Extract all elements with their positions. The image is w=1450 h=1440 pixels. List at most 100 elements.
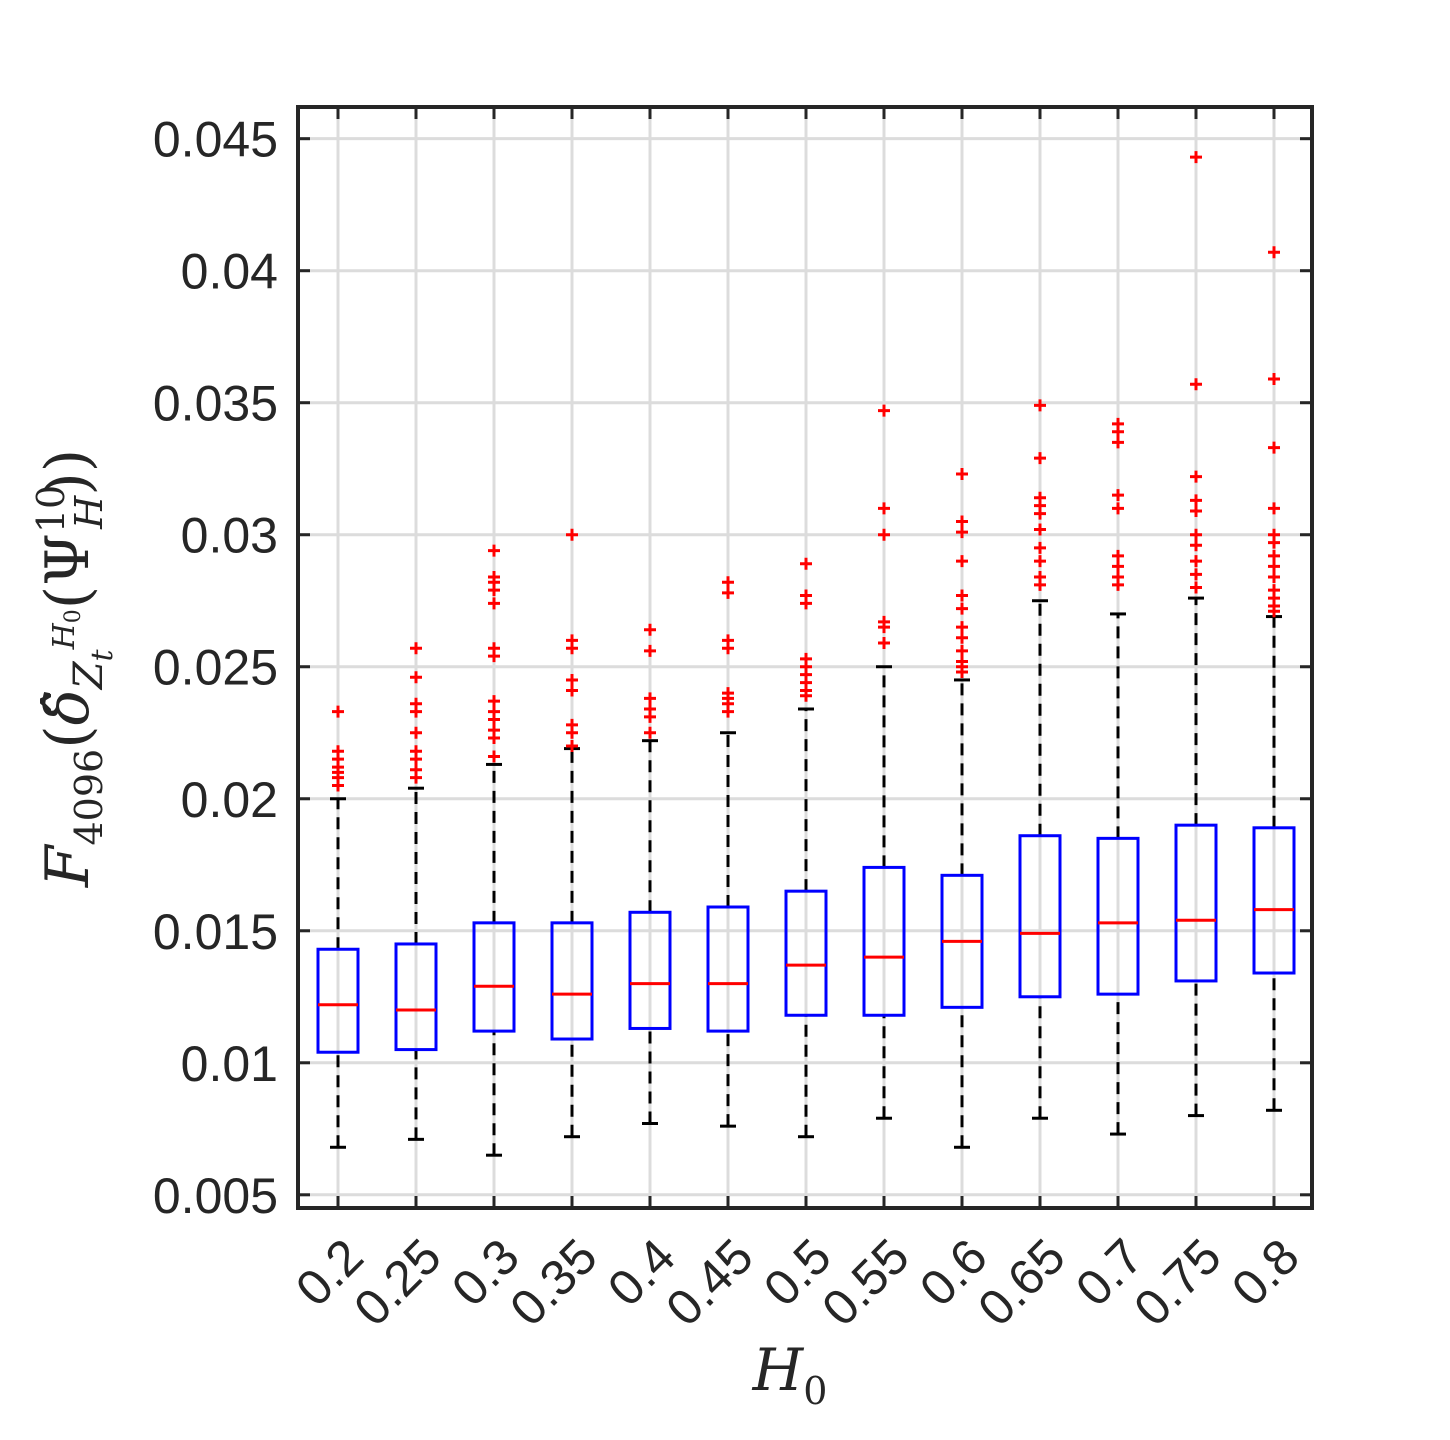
outlier-point (410, 705, 422, 718)
x-axis-label: H0 (752, 1336, 828, 1413)
outlier-point (1034, 523, 1046, 536)
outlier-point (956, 666, 968, 679)
box-group (940, 468, 984, 1149)
outlier-point (956, 468, 968, 480)
outlier-point (644, 623, 656, 636)
outlier-point (566, 726, 578, 739)
box-group (706, 576, 750, 1128)
y-label-z-sup-base: H (47, 622, 82, 650)
outlier-point (1190, 568, 1202, 581)
outlier-point (878, 636, 890, 649)
y-label-z-sub: t (85, 648, 120, 661)
outlier-point (956, 644, 968, 657)
outlier-point (566, 673, 578, 686)
outlier-point (488, 544, 500, 557)
outlier-point (644, 692, 656, 705)
y-tick-label: 0.035 (153, 376, 278, 432)
outlier-point (566, 642, 578, 655)
outlier-point (722, 642, 734, 655)
outlier-point (878, 404, 890, 417)
outlier-point (722, 705, 734, 718)
outlier-point (644, 726, 656, 739)
x-tick-label: 0.8 (1221, 1228, 1310, 1317)
outlier-point (488, 695, 500, 708)
outlier-point (1268, 536, 1280, 549)
outlier-point (1190, 581, 1202, 594)
y-tick-label: 0.005 (153, 1168, 278, 1224)
outlier-point (1034, 541, 1046, 554)
x-tick-label: 0.45 (655, 1228, 763, 1336)
y-tick-label: 0.04 (181, 244, 278, 300)
y-label-func-sub: 4096 (67, 749, 111, 846)
y-tick-label: 0.045 (153, 112, 278, 168)
x-axis-label-base: H (752, 1336, 805, 1404)
outlier-point (956, 555, 968, 568)
outlier-point (722, 586, 734, 599)
outlier-point (956, 621, 968, 634)
y-tick-label: 0.015 (153, 904, 278, 960)
outlier-point (1190, 494, 1202, 507)
outlier-point (1034, 555, 1046, 568)
outlier-point (410, 726, 422, 739)
outlier-point (1112, 502, 1124, 515)
iqr-box (394, 942, 438, 1052)
outlier-point (878, 621, 890, 634)
outlier-point (566, 528, 578, 541)
outlier-point (1190, 555, 1202, 568)
y-tick-label: 0.03 (181, 508, 278, 564)
box-group (1096, 417, 1140, 1136)
outlier-point (1268, 605, 1280, 618)
outlier-point (1190, 528, 1202, 541)
outlier-point (1112, 425, 1124, 438)
y-axis-label: F4096(δ̂ZtH0(Ψ10H)) (29, 449, 120, 888)
outlier-point (410, 753, 422, 766)
outlier-point (800, 557, 812, 570)
outlier-point (488, 732, 500, 745)
box-plot-series (316, 151, 1296, 1157)
x-tick-label: 0.35 (499, 1228, 607, 1336)
y-label-close: )) (33, 449, 103, 496)
outlier-point (1112, 489, 1124, 502)
box-group (1174, 151, 1218, 1118)
box-group (628, 623, 672, 1126)
outlier-point (1034, 452, 1046, 465)
box-group (316, 705, 360, 1149)
outlier-point (956, 515, 968, 528)
outlier-point (878, 502, 890, 515)
iqr-box (316, 947, 360, 1054)
box-group (784, 557, 828, 1139)
box-group (1018, 399, 1062, 1120)
y-tick-label: 0.025 (153, 640, 278, 696)
outlier-point (1190, 470, 1202, 483)
outlier-point (488, 597, 500, 610)
outlier-point (800, 689, 812, 702)
outlier-point (644, 710, 656, 723)
iqr-box (784, 889, 828, 1017)
x-tick-label: 0.25 (343, 1228, 451, 1336)
y-label-func: F (33, 843, 103, 888)
y-label-z-base: Z (66, 660, 112, 691)
outlier-point (410, 642, 422, 655)
outlier-point (566, 739, 578, 752)
outlier-point (1034, 507, 1046, 520)
outlier-point (1034, 399, 1046, 412)
x-tick-label: 0.55 (811, 1228, 919, 1336)
outlier-point (488, 713, 500, 726)
iqr-box (1174, 823, 1218, 983)
y-label-open2: ( (33, 586, 103, 609)
outlier-point (410, 671, 422, 684)
outlier-point (488, 584, 500, 597)
x-tick-labels: 0.20.250.30.350.40.450.50.550.60.650.70.… (285, 1228, 1310, 1336)
y-label-psi-sub: H (67, 495, 111, 530)
outlier-point (1268, 560, 1280, 573)
box-group (550, 528, 594, 1139)
y-tick-label: 0.01 (181, 1036, 278, 1092)
y-label-psi-sup: 10 (29, 485, 73, 533)
outlier-point (1190, 378, 1202, 391)
svg-text:F4096(δ̂ZtH0(Ψ10H)): F4096(δ̂ZtH0(Ψ10H)) (29, 449, 120, 888)
outlier-point (878, 528, 890, 541)
outlier-point (956, 631, 968, 644)
outlier-point (956, 602, 968, 615)
iqr-box (706, 905, 750, 1033)
